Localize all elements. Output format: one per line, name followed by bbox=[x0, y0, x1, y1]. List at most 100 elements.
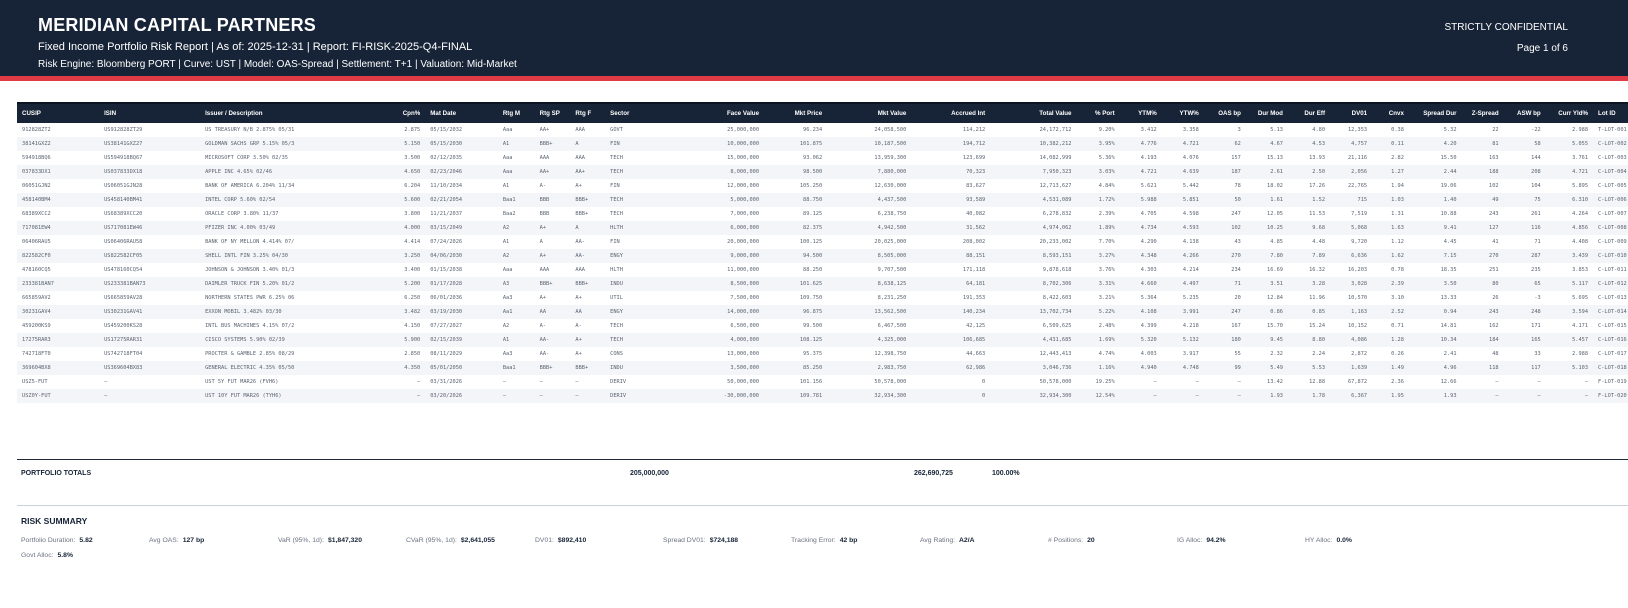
table-cell: 07/27/2027 bbox=[430, 323, 463, 329]
table-cell: C-LOT-013 bbox=[1598, 295, 1627, 301]
table-cell: AAA bbox=[539, 267, 550, 273]
table-cell: 8,000,000 bbox=[674, 165, 765, 179]
table-cell: 4.639 bbox=[1161, 165, 1204, 179]
table-cell: 22,765 bbox=[1347, 183, 1368, 189]
table-cell: 4.003 bbox=[1140, 351, 1157, 357]
table-cell: 6,238,750 bbox=[877, 211, 907, 217]
table-cell: 7.15 bbox=[1408, 249, 1462, 263]
table-cell: 248 bbox=[1503, 305, 1546, 319]
table-cell: 208,002 bbox=[962, 239, 986, 245]
table-cell: A1 bbox=[502, 183, 510, 189]
column-header: OAS bp bbox=[1203, 102, 1246, 123]
table-cell: 171 bbox=[1531, 323, 1541, 329]
table-cell: 235 bbox=[1531, 267, 1541, 273]
table-cell: 2.32 bbox=[1270, 351, 1283, 357]
table-cell: 62 bbox=[1203, 137, 1246, 151]
table-cell: 4.350 bbox=[383, 361, 426, 375]
table-cell: GENERAL ELECTRIC 4.35% 05/50 bbox=[200, 361, 384, 375]
risk-metric-value: 20 bbox=[1087, 537, 1095, 544]
table-cell: -30,000,000 bbox=[674, 389, 765, 403]
table-cell: — bbox=[104, 379, 108, 385]
table-cell: 234 bbox=[1231, 267, 1241, 273]
table-cell: — bbox=[1195, 379, 1199, 385]
table-cell: — bbox=[570, 389, 606, 403]
firm-name: MERIDIAN CAPITAL PARTNERS bbox=[38, 15, 317, 35]
table-cell: 1.49 bbox=[1372, 361, 1409, 375]
table-cell: 4.193 bbox=[1140, 155, 1157, 161]
table-cell: 71 bbox=[1534, 239, 1541, 245]
table-row: 665859AV2 US665859AV28 NORTHERN STATES PWR… bbox=[17, 291, 1628, 305]
table-cell: 6.204 bbox=[404, 183, 421, 189]
table-cell: 233381BAN7 bbox=[17, 277, 100, 291]
table-cell: INTL BUS MACHINES 4.15% 07/2 bbox=[205, 323, 295, 329]
table-cell: 3.761 bbox=[1572, 155, 1589, 161]
table-cell: 8,593,151 bbox=[990, 249, 1077, 263]
table-cell: 07/24/2026 bbox=[430, 239, 463, 245]
table-cell: 14.81 bbox=[1440, 323, 1457, 329]
table-cell: C-LOT-005 bbox=[1598, 183, 1627, 189]
totals-pct-port: 100.00% bbox=[992, 470, 1020, 477]
table-cell: 4.67 bbox=[1245, 137, 1288, 151]
table-cell: 4.000 bbox=[383, 221, 426, 235]
table-cell: 7,000,000 bbox=[730, 211, 760, 217]
table-cell: 16.69 bbox=[1267, 267, 1283, 273]
column-header: Lot ID bbox=[1593, 102, 1628, 123]
table-cell: 4.214 bbox=[1182, 267, 1199, 273]
table-cell: US717081EW46 bbox=[99, 221, 201, 235]
table-cell: 4,942,500 bbox=[827, 221, 912, 235]
table-cell: 67,872 bbox=[1347, 379, 1368, 385]
table-cell: 19.25% bbox=[1095, 379, 1115, 385]
table-cell: 7.70% bbox=[1098, 239, 1115, 245]
table-cell: 1.93 bbox=[1245, 389, 1288, 403]
table-cell: 180 bbox=[1203, 333, 1246, 347]
table-cell: 4.218 bbox=[1182, 323, 1199, 329]
table-cell: BBB+ bbox=[534, 137, 571, 151]
table-cell: 7,500,000 bbox=[730, 295, 760, 301]
table-cell: A bbox=[570, 137, 606, 151]
table-cell: 83,627 bbox=[966, 183, 986, 189]
risk-metric-label: CVaR (95%, 1d): bbox=[406, 537, 457, 544]
table-cell: 88.750 bbox=[764, 193, 828, 207]
table-cell: 4,431,685 bbox=[990, 333, 1077, 347]
table-cell: 3,028 bbox=[1330, 277, 1373, 291]
table-cell: Aa1 bbox=[497, 305, 535, 319]
table-cell: 0.71 bbox=[1391, 323, 1404, 329]
table-cell: 194,712 bbox=[911, 137, 991, 151]
table-cell: A+ bbox=[575, 351, 582, 357]
table-cell: TECH bbox=[605, 333, 675, 347]
table-cell: GOLDMAN SACHS GRP 5.15% 05/3 bbox=[200, 137, 384, 151]
table-cell: 2,056 bbox=[1330, 165, 1373, 179]
table-cell: AAA bbox=[539, 155, 550, 161]
table-cell: A1 bbox=[497, 333, 535, 347]
table-cell: 3.594 bbox=[1545, 305, 1594, 319]
table-cell: A+ bbox=[534, 249, 571, 263]
table-cell: 05/15/2030 bbox=[425, 137, 498, 151]
table-cell: 4.84% bbox=[1098, 183, 1115, 189]
table-cell: 4.48 bbox=[1312, 239, 1326, 245]
table-cell: 3.28 bbox=[1287, 277, 1331, 291]
report-subtitle: Fixed Income Portfolio Risk Report | As … bbox=[38, 41, 473, 53]
table-cell: 4.85 bbox=[1270, 239, 1283, 245]
table-cell: 5.457 bbox=[1545, 333, 1594, 347]
table-cell: A+ bbox=[575, 295, 582, 301]
table-cell: 171,118 bbox=[962, 267, 986, 273]
table-cell: 104 bbox=[1531, 183, 1541, 189]
table-cell: 3.482 bbox=[383, 305, 426, 319]
table-cell: 13.33 bbox=[1440, 295, 1457, 301]
table-cell: 21,116 bbox=[1347, 155, 1368, 161]
table-cell: 5.49 bbox=[1245, 361, 1288, 375]
table-cell: 3.800 bbox=[404, 211, 421, 217]
table-cell: 0.85 bbox=[1287, 305, 1331, 319]
table-cell: 12,398,750 bbox=[874, 351, 907, 357]
table-cell: 4.076 bbox=[1182, 155, 1199, 161]
table-cell: C-LOT-006 bbox=[1593, 193, 1628, 207]
table-cell: 93,589 bbox=[911, 193, 991, 207]
table-cell: 4.150 bbox=[404, 323, 421, 329]
table-row: 68389XCC2 US68389XCC20 ORACLE CORP 3.80% 1… bbox=[17, 207, 1628, 221]
risk-metric: Portfolio Duration: 5.82 bbox=[21, 537, 93, 544]
table-cell: A3 bbox=[497, 277, 535, 291]
table-cell: US38141GXZ27 bbox=[99, 137, 201, 151]
table-cell: GOVT bbox=[610, 127, 623, 133]
table-cell: 12.88 bbox=[1309, 379, 1326, 385]
risk-metric: DV01: $892,410 bbox=[535, 537, 586, 544]
